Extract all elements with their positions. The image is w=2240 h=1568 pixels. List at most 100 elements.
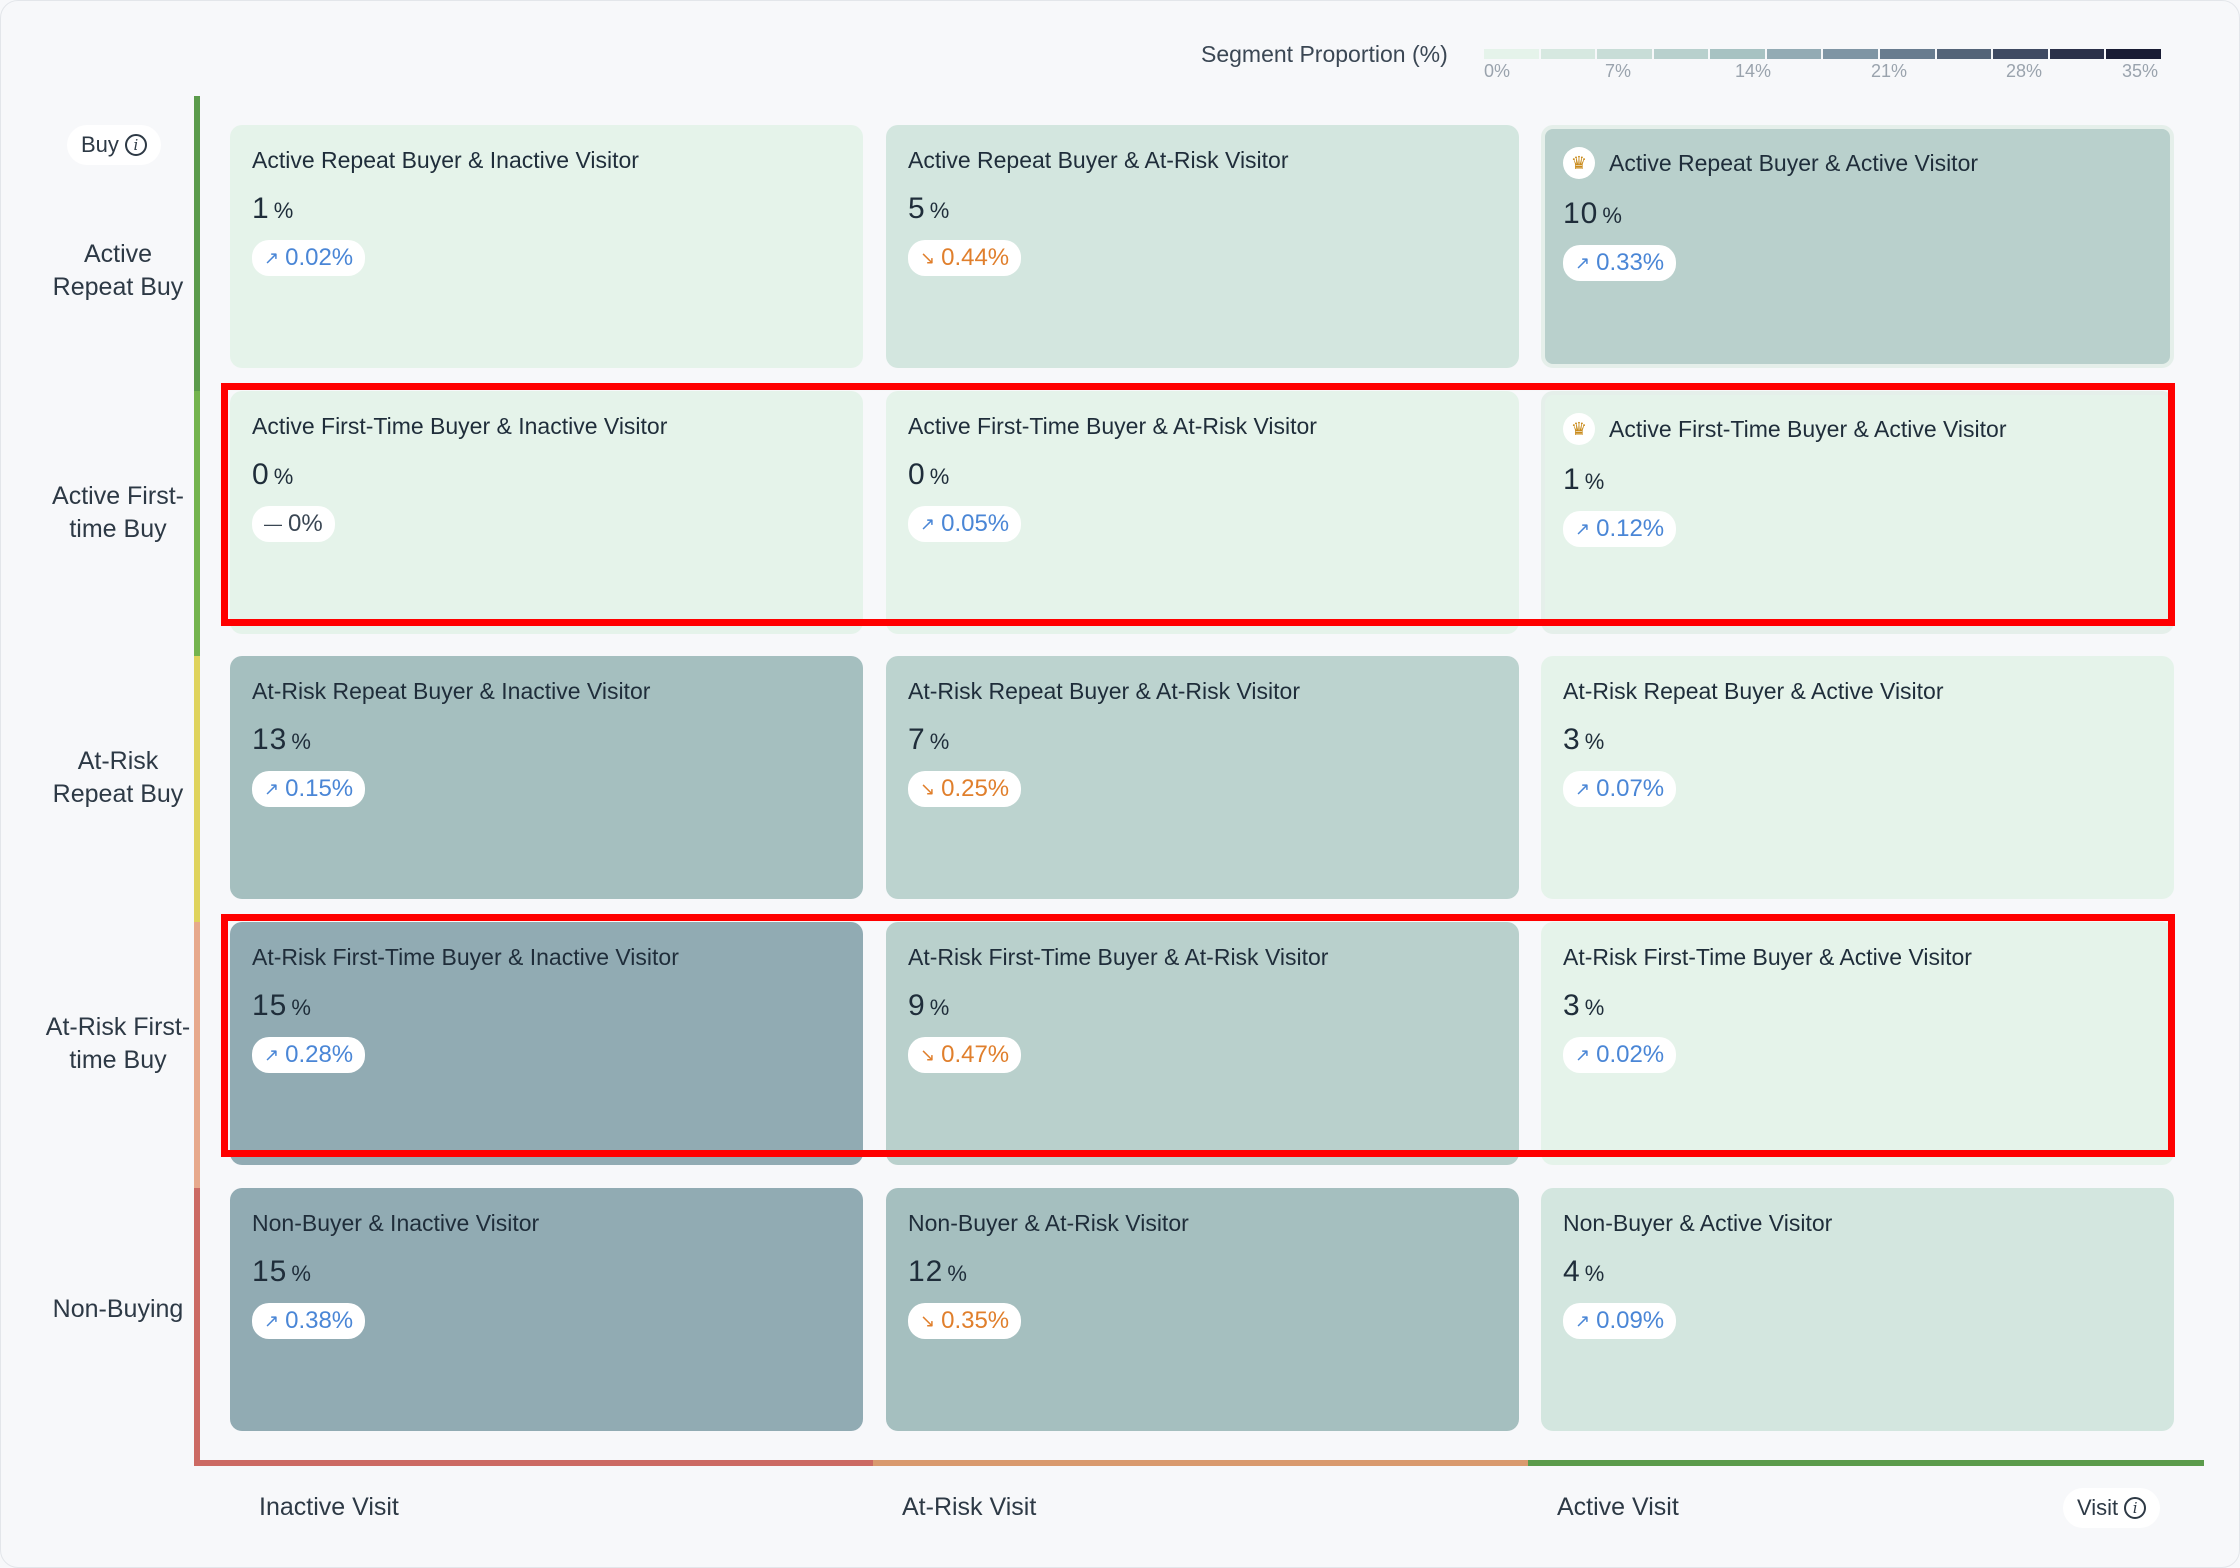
- segment-proportion: 0%: [908, 458, 1497, 492]
- buy-axis-pill[interactable]: Buy i: [67, 125, 161, 165]
- proportion-unit: %: [1584, 1261, 1606, 1286]
- change-badge: ↗ 0.33%: [1563, 245, 1677, 281]
- segment-proportion: 7%: [908, 723, 1497, 757]
- trend-up-icon: ↗: [264, 1044, 280, 1065]
- legend-swatch: [1821, 49, 1879, 59]
- segment-title: At-Risk Repeat Buyer & At-Risk Visitor: [908, 678, 1300, 704]
- change-badge: ↗ 0.12%: [1563, 511, 1677, 547]
- segment-title: Non-Buyer & Active Visitor: [1563, 1210, 1833, 1236]
- legend-title: Segment Proportion (%): [1201, 41, 1448, 67]
- segment-cell[interactable]: At-Risk Repeat Buyer & Active Visitor 3% ↗…: [1541, 656, 2174, 899]
- segment-title-row: Active First-Time Buyer & Inactive Visit…: [252, 413, 841, 440]
- segment-cell[interactable]: ♛ Active Repeat Buyer & Active Visitor 10%…: [1541, 125, 2174, 368]
- trend-up-icon: ↗: [1575, 1310, 1591, 1331]
- segment-proportion: 3%: [1563, 723, 2152, 757]
- segment-cell[interactable]: Active First-Time Buyer & Inactive Visit…: [230, 391, 863, 634]
- y-axis-segment: [194, 391, 200, 656]
- proportion-value: 9: [908, 989, 926, 1022]
- segment-proportion: 0%: [252, 458, 841, 492]
- segment-title: Non-Buyer & Inactive Visitor: [252, 1210, 540, 1236]
- column-label: At-Risk Visit: [902, 1493, 1037, 1521]
- segment-proportion: 10%: [1563, 197, 2152, 231]
- segment-cell[interactable]: Active First-Time Buyer & At-Risk Visito…: [886, 391, 1519, 634]
- segment-title-row: Active Repeat Buyer & At-Risk Visitor: [908, 147, 1497, 174]
- trend-down-icon: ↘: [920, 1310, 936, 1331]
- legend-swatch: [2104, 49, 2161, 59]
- trend-up-icon: ↗: [1575, 1044, 1591, 1065]
- segment-title: Active First-Time Buyer & Inactive Visit…: [252, 413, 668, 439]
- segment-cell[interactable]: At-Risk First-Time Buyer & Active Visito…: [1541, 922, 2174, 1165]
- segment-title: Active Repeat Buyer & Active Visitor: [1609, 149, 1979, 176]
- visit-axis-pill[interactable]: Visit i: [2063, 1488, 2161, 1528]
- segment-title: At-Risk Repeat Buyer & Inactive Visitor: [252, 678, 651, 704]
- change-badge: ↗ 0.02%: [1563, 1037, 1677, 1073]
- proportion-value: 0: [252, 458, 270, 491]
- proportion-value: 3: [1563, 989, 1581, 1022]
- change-value: 0.12%: [1596, 515, 1665, 542]
- info-icon[interactable]: i: [2124, 1497, 2147, 1519]
- column-label: Active Visit: [1557, 1493, 1679, 1521]
- proportion-unit: %: [929, 464, 951, 489]
- segment-cell[interactable]: At-Risk Repeat Buyer & At-Risk Visitor 7%…: [886, 656, 1519, 899]
- proportion-unit: %: [273, 464, 295, 489]
- segment-title: At-Risk First-Time Buyer & At-Risk Visit…: [908, 944, 1329, 970]
- change-badge: ↗ 0.28%: [252, 1037, 366, 1073]
- segment-cell[interactable]: At-Risk First-Time Buyer & Inactive Visi…: [230, 922, 863, 1165]
- legend-tick-label: 21%: [1870, 61, 1908, 81]
- segment-cell[interactable]: Non-Buyer & Inactive Visitor 15% ↗ 0.38%: [230, 1188, 863, 1431]
- change-value: 0.35%: [941, 1307, 1010, 1334]
- segment-cell[interactable]: At-Risk Repeat Buyer & Inactive Visitor 1…: [230, 656, 863, 899]
- trend-up-icon: ↗: [920, 513, 936, 534]
- segment-cell[interactable]: Non-Buyer & At-Risk Visitor 12% ↘ 0.35%: [886, 1188, 1519, 1431]
- segment-proportion: 5%: [908, 192, 1497, 226]
- x-axis-segment: [873, 1460, 1528, 1466]
- proportion-unit: %: [1602, 203, 1623, 228]
- change-value: 0.38%: [285, 1307, 354, 1334]
- segment-cell[interactable]: Active Repeat Buyer & Inactive Visitor 1%…: [230, 125, 863, 368]
- segment-title: Active First-Time Buyer & At-Risk Visito…: [908, 413, 1317, 439]
- change-value: 0.09%: [1596, 1307, 1665, 1334]
- segment-title-row: Non-Buyer & Inactive Visitor: [252, 1210, 841, 1237]
- change-badge: ↗ 0.15%: [252, 771, 366, 807]
- segment-cell[interactable]: ♛ Active First-Time Buyer & Active Visito…: [1541, 391, 2174, 634]
- info-icon[interactable]: i: [124, 134, 147, 156]
- change-value: 0.44%: [941, 244, 1010, 271]
- change-badge: ↗ 0.07%: [1563, 771, 1677, 807]
- change-value: 0.07%: [1596, 775, 1665, 802]
- trend-down-icon: ↘: [920, 247, 936, 268]
- proportion-unit: %: [1584, 469, 1606, 494]
- change-badge: ↘ 0.44%: [908, 240, 1022, 276]
- proportion-unit: %: [291, 1261, 312, 1286]
- segment-title: Non-Buyer & At-Risk Visitor: [908, 1210, 1189, 1236]
- segment-cell[interactable]: Active Repeat Buyer & At-Risk Visitor 5% ↘…: [886, 125, 1519, 368]
- segment-title-row: At-Risk First-Time Buyer & At-Risk Visit…: [908, 944, 1497, 971]
- proportion-value: 12: [908, 1255, 944, 1288]
- segment-title-row: Active First-Time Buyer & At-Risk Visito…: [908, 413, 1497, 440]
- legend-swatch: [1878, 49, 1935, 59]
- trend-up-icon: ↗: [264, 1310, 280, 1331]
- legend-swatch: [1991, 49, 2048, 59]
- segment-title: Active First-Time Buyer & Active Visitor: [1609, 415, 2007, 442]
- proportion-value: 15: [252, 1255, 288, 1288]
- proportion-unit: %: [929, 729, 951, 754]
- segment-title-row: ♛ Active Repeat Buyer & Active Visitor: [1563, 147, 2152, 179]
- segment-cell[interactable]: Non-Buyer & Active Visitor 4% ↗ 0.09%: [1541, 1188, 2174, 1431]
- segment-proportion: 13%: [252, 723, 841, 757]
- segment-cell[interactable]: At-Risk First-Time Buyer & At-Risk Visit…: [886, 922, 1519, 1165]
- trend-down-icon: ↘: [920, 1044, 936, 1065]
- legend-tick-label: 7%: [1604, 61, 1632, 81]
- row-label: At-Risk Repeat Buy: [52, 746, 184, 808]
- trend-flat-icon: —: [264, 513, 282, 534]
- y-axis-segment: [194, 656, 200, 922]
- change-badge: ↗ 0.02%: [252, 240, 366, 276]
- proportion-value: 4: [1563, 1255, 1581, 1288]
- legend-tick-label: 35%: [2121, 61, 2159, 81]
- proportion-value: 15: [252, 989, 288, 1022]
- legend-swatch: [1934, 49, 1992, 59]
- segment-title: At-Risk First-Time Buyer & Inactive Visi…: [252, 944, 679, 970]
- segment-proportion: 12%: [908, 1255, 1497, 1289]
- change-value: 0.02%: [285, 244, 354, 271]
- proportion-unit: %: [291, 729, 312, 754]
- segment-proportion: 1%: [1563, 463, 2152, 497]
